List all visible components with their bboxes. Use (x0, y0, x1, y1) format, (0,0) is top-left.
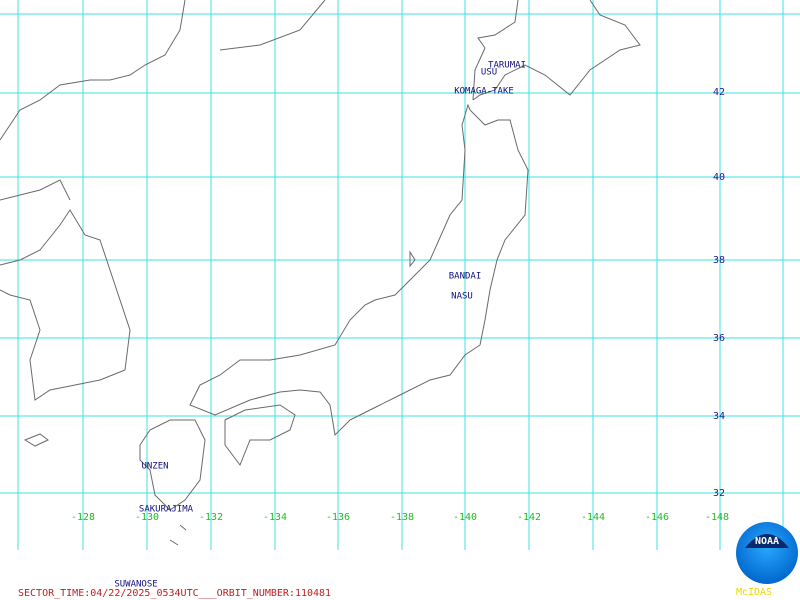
volcano-label: KOMAGA-TAKE (454, 87, 514, 97)
longitude-label: -140 (453, 512, 477, 523)
longitude-label: -136 (326, 512, 350, 523)
longitude-label: -146 (645, 512, 669, 523)
longitude-label: -130 (135, 512, 159, 523)
latitude-label: 36 (713, 333, 725, 344)
longitude-label: -134 (263, 512, 287, 523)
latitude-label: 40 (713, 172, 725, 183)
volcano-label: SUWANOSE (114, 580, 157, 590)
longitude-label: -144 (581, 512, 605, 523)
volcano-label: UNZEN (141, 462, 168, 472)
latitude-label: 42 (713, 87, 725, 98)
longitude-label: -132 (199, 512, 223, 523)
latitude-label: 38 (713, 255, 725, 266)
volcano-label: NASU (451, 292, 473, 302)
longitude-label: -138 (390, 512, 414, 523)
latitude-label: 34 (713, 411, 725, 422)
noaa-logo: NOAA McIDAS (736, 522, 798, 598)
volcano-label: SAKURAJIMA (139, 505, 194, 515)
sector-time: SECTOR_TIME:04/22/2025_0534UTC___ORBIT_N… (18, 588, 331, 599)
volcano-label: TARUMAI (488, 61, 526, 71)
volcano-label: BANDAI (449, 272, 482, 282)
coastlines (0, 0, 641, 546)
volcano-label: USU (481, 68, 497, 78)
logo-caption: McIDAS (736, 587, 772, 598)
latitude-label: 32 (713, 488, 725, 499)
longitude-label: -128 (71, 512, 95, 523)
graticule (0, 0, 800, 550)
longitude-label: -148 (705, 512, 729, 523)
longitude-label: -142 (517, 512, 541, 523)
logo-text: NOAA (755, 536, 779, 547)
